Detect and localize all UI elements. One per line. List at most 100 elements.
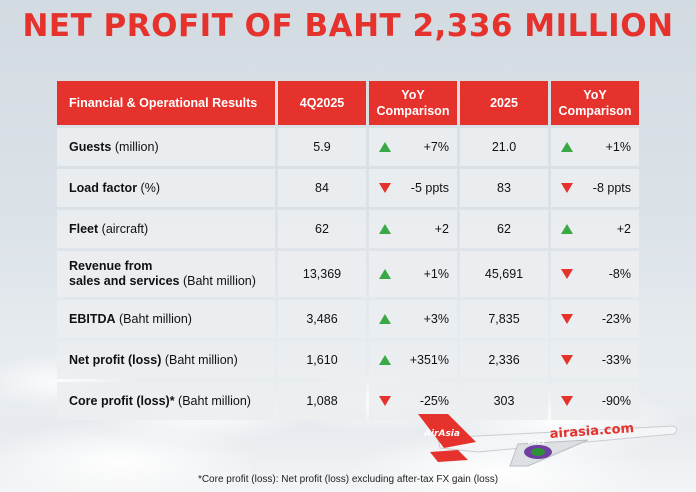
q-yoy-value: -25%	[419, 394, 449, 408]
metric-label: Core profit (loss)* (Baht million)	[57, 382, 275, 420]
y-yoy: -23%	[551, 300, 639, 338]
metric-label: Fleet (aircraft)	[57, 210, 275, 248]
q-yoy-value: +3%	[423, 312, 449, 326]
y-value-value: 45,691	[484, 267, 524, 281]
y-yoy-value: +2	[616, 222, 631, 236]
table-row: Core profit (loss)* (Baht million) 1,088 -…	[57, 382, 639, 420]
triangle-up-icon	[379, 355, 391, 365]
header-2025-yoy-line1: YoY	[583, 88, 607, 102]
metric-unit: (aircraft)	[98, 221, 149, 236]
q-yoy: -25%	[369, 382, 457, 420]
airasia-plane-image: AirAsia A321 airasia.com	[418, 414, 678, 467]
q-yoy-value: +2	[434, 222, 449, 236]
header-metric: Financial & Operational Results	[57, 81, 275, 125]
triangle-up-icon	[561, 224, 573, 234]
y-yoy-value: -8 ppts	[592, 181, 631, 195]
triangle-up-icon	[379, 314, 391, 324]
q-yoy-value: +1%	[423, 267, 449, 281]
table-row: EBITDA (Baht million) 3,486 +3% 7,835 -23%	[57, 300, 639, 338]
header-4q2025: 4Q2025	[278, 81, 366, 125]
engine-text: A321	[528, 439, 545, 446]
header-2025-yoy-line2: Comparison	[558, 104, 632, 118]
brand-livery: airasia.com	[549, 421, 634, 442]
q-value-value: 3,486	[306, 312, 338, 326]
y-value: 83	[460, 169, 548, 207]
metric-label: Net profit (loss) (Baht million)	[57, 341, 275, 379]
metric-name: Net profit (loss)	[69, 352, 162, 367]
table-row: Load factor (%) 84 -5 ppts 83 -8 ppts	[57, 169, 639, 207]
q-value-value: 1,610	[306, 353, 338, 367]
q-value: 62	[278, 210, 366, 248]
triangle-down-icon	[561, 269, 573, 279]
y-value-value: 83	[497, 181, 511, 195]
header-4q-yoy-line2: Comparison	[376, 104, 450, 118]
y-yoy-value: -23%	[601, 312, 631, 326]
metric-label: EBITDA (Baht million)	[57, 300, 275, 338]
table-row: Revenue from sales and services (Baht mil…	[57, 251, 639, 297]
metric-label: Revenue from sales and services (Baht mil…	[57, 251, 275, 297]
y-yoy: +1%	[551, 128, 639, 166]
metric-unit: (Baht million)	[179, 274, 256, 288]
y-value: 2,336	[460, 341, 548, 379]
triangle-up-icon	[561, 142, 573, 152]
q-value: 1,610	[278, 341, 366, 379]
header-2025-yoy: YoY Comparison	[551, 81, 639, 125]
y-value: 7,835	[460, 300, 548, 338]
metric-unit: (million)	[111, 139, 159, 154]
triangle-up-icon	[379, 269, 391, 279]
q-yoy: +7%	[369, 128, 457, 166]
q-yoy-value: -5 ppts	[410, 181, 449, 195]
triangle-down-icon	[379, 183, 391, 193]
q-yoy-value: +7%	[423, 140, 449, 154]
q-yoy: -5 ppts	[369, 169, 457, 207]
header-4q-yoy-line1: YoY	[401, 88, 425, 102]
y-yoy: -8%	[551, 251, 639, 297]
metric-unit: (Baht million)	[174, 393, 251, 408]
table-row: Net profit (loss) (Baht million) 1,610 +35…	[57, 341, 639, 379]
metric-unit: (%)	[137, 180, 160, 195]
q-yoy-value: +351%	[409, 353, 449, 367]
metric-name: EBITDA	[69, 311, 116, 326]
metric-name: Revenue from	[69, 259, 153, 273]
y-yoy: +2	[551, 210, 639, 248]
y-value-value: 7,835	[488, 312, 520, 326]
q-value: 3,486	[278, 300, 366, 338]
q-value-value: 84	[315, 181, 329, 195]
y-yoy-value: -90%	[601, 394, 631, 408]
triangle-down-icon	[561, 314, 573, 324]
q-value: 1,088	[278, 382, 366, 420]
q-value-value: 62	[315, 222, 329, 236]
table-header-row: Financial & Operational Results 4Q2025 Y…	[57, 81, 639, 125]
triangle-down-icon	[561, 183, 573, 193]
q-value-value: 13,369	[302, 267, 342, 281]
metric-name: Load factor	[69, 180, 138, 195]
metric-name: Fleet	[69, 221, 99, 236]
y-value-value: 62	[497, 222, 511, 236]
triangle-up-icon	[379, 224, 391, 234]
page-title: NET PROFIT OF BAHT 2,336 MILLION	[22, 8, 674, 44]
metric-unit: (Baht million)	[161, 352, 238, 367]
triangle-down-icon	[561, 396, 573, 406]
q-value: 13,369	[278, 251, 366, 297]
tail-logo: AirAsia	[423, 429, 460, 439]
y-yoy-value: +1%	[605, 140, 631, 154]
y-yoy: -33%	[551, 341, 639, 379]
metric-name: Guests	[69, 139, 112, 154]
metric-name: Core profit (loss)*	[69, 393, 175, 408]
triangle-up-icon	[379, 142, 391, 152]
header-2025: 2025	[460, 81, 548, 125]
y-yoy: -90%	[551, 382, 639, 420]
y-value: 62	[460, 210, 548, 248]
q-yoy: +1%	[369, 251, 457, 297]
table-row: Fleet (aircraft) 62 +2 62 +2	[57, 210, 639, 248]
results-table: Financial & Operational Results 4Q2025 Y…	[54, 78, 642, 423]
metric-label: Guests (million)	[57, 128, 275, 166]
q-value: 84	[278, 169, 366, 207]
triangle-down-icon	[379, 396, 391, 406]
header-4q-yoy: YoY Comparison	[369, 81, 457, 125]
q-value-value: 5.9	[313, 140, 331, 154]
y-value-value: 303	[493, 394, 515, 408]
metric-unit: (Baht million)	[115, 311, 192, 326]
triangle-down-icon	[561, 355, 573, 365]
q-yoy: +2	[369, 210, 457, 248]
